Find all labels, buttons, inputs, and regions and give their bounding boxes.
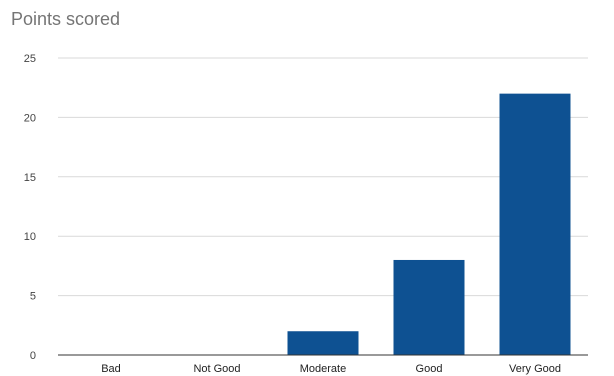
y-tick-label: 0 bbox=[30, 350, 36, 362]
y-tick-label: 20 bbox=[24, 112, 36, 124]
bar-good bbox=[393, 259, 465, 355]
y-tick-label: 25 bbox=[24, 53, 36, 65]
y-tick-label: 10 bbox=[24, 231, 36, 243]
chart-title: Points scored bbox=[11, 9, 121, 29]
x-tick-label: Very Good bbox=[509, 363, 561, 375]
y-axis-ticks: 0 5 10 15 20 25 bbox=[24, 53, 36, 362]
bars bbox=[287, 93, 571, 355]
y-tick-label: 15 bbox=[24, 172, 36, 184]
bar-very-good bbox=[499, 93, 571, 355]
x-tick-label: Bad bbox=[101, 363, 121, 375]
y-tick-label: 5 bbox=[30, 291, 36, 303]
x-tick-label: Not Good bbox=[193, 363, 240, 375]
x-axis-labels: Bad Not Good Moderate Good Very Good bbox=[101, 363, 561, 375]
bar-moderate bbox=[287, 331, 359, 355]
x-tick-label: Good bbox=[416, 363, 443, 375]
x-tick-label: Moderate bbox=[300, 363, 346, 375]
